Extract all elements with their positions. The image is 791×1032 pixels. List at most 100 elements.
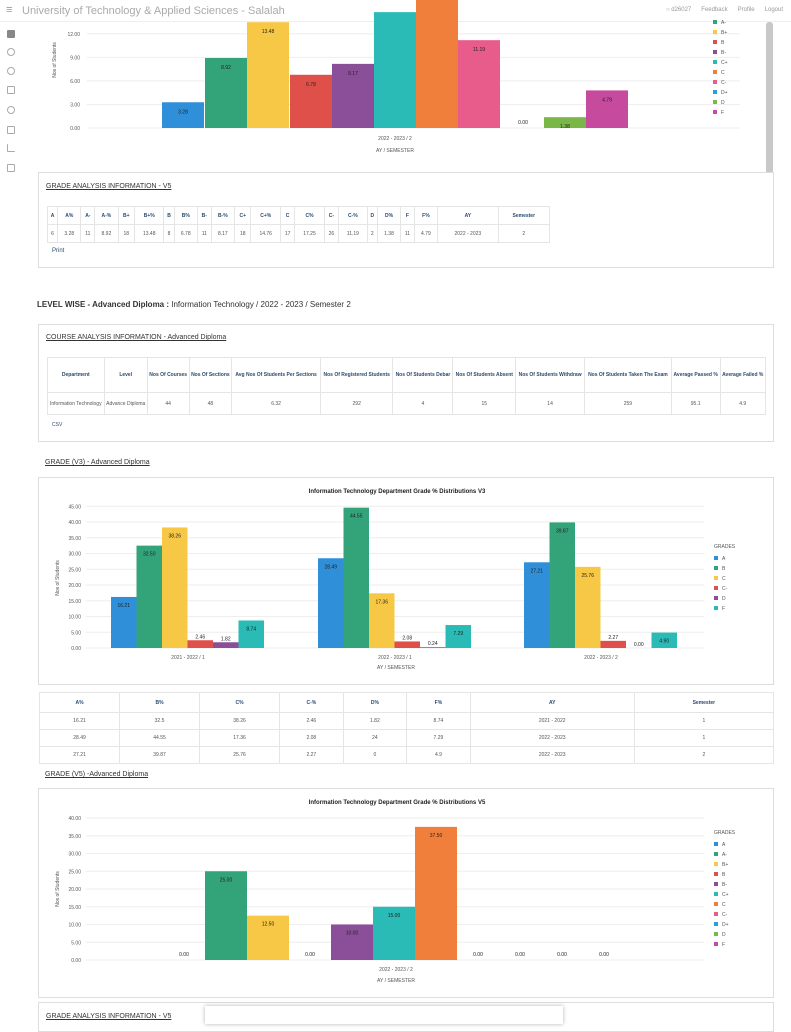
table-header-cell[interactable]: Nos Of Students Taken The Exam bbox=[584, 357, 672, 393]
table-cell: 2022 - 2023 bbox=[437, 224, 499, 243]
table-header-cell[interactable]: Department bbox=[47, 357, 105, 393]
table-header-cell[interactable]: Nos Of Students Withdraw bbox=[515, 357, 586, 393]
table-cell: 14.76 bbox=[250, 224, 281, 243]
grade-v3-link[interactable]: GRADE (V3) - Advanced Diploma bbox=[45, 459, 150, 466]
table-header-cell: B% bbox=[173, 206, 198, 225]
x-tick-label: 2022 - 2023 / 1 bbox=[378, 655, 412, 661]
table-header-cell[interactable]: D% bbox=[342, 692, 408, 713]
table-header-cell[interactable]: F% bbox=[406, 692, 471, 713]
table-cell: 17 bbox=[279, 224, 296, 243]
legend-label[interactable]: B- bbox=[722, 882, 727, 888]
bar bbox=[247, 915, 289, 960]
group-icon[interactable] bbox=[7, 106, 15, 114]
table-header-cell[interactable]: Average Failed % bbox=[719, 357, 766, 393]
bottom-grade-analysis-link[interactable]: GRADE ANALYSIS INFORMATION - V5 bbox=[46, 1013, 172, 1020]
legend-label[interactable]: F bbox=[722, 606, 725, 612]
y-tick-label: 30.00 bbox=[68, 852, 81, 858]
table-header-cell[interactable]: Average Passed % bbox=[670, 357, 721, 393]
table-header-cell[interactable]: Nos Of Students Debar bbox=[392, 357, 454, 393]
table-header-row: A A% A- A-% B+ B+% B B% B- B-% C+ C+% C C% C- C-% D D% F F%… bbox=[46, 206, 551, 225]
legend-label[interactable]: C bbox=[722, 902, 726, 908]
legend-label[interactable]: C- bbox=[722, 912, 728, 918]
data-label: 7.29 bbox=[453, 631, 463, 637]
user-add-icon[interactable] bbox=[7, 67, 15, 75]
legend-label[interactable]: A- bbox=[721, 20, 726, 26]
table-header-cell[interactable]: Nos Of Students Absent bbox=[452, 357, 517, 393]
table-header-cell[interactable]: Nos Of Courses bbox=[146, 357, 190, 393]
data-label: 38.26 bbox=[168, 533, 181, 539]
legend-label[interactable]: C+ bbox=[721, 60, 728, 66]
table-header-cell: D bbox=[366, 206, 378, 225]
profile-link[interactable]: Profile bbox=[737, 7, 755, 13]
legend-label[interactable]: C bbox=[721, 70, 725, 76]
legend-label[interactable]: C+ bbox=[722, 892, 729, 898]
clipboard-icon[interactable] bbox=[7, 86, 15, 94]
legend-label[interactable]: C- bbox=[722, 586, 728, 592]
data-label: 10.00 bbox=[346, 931, 359, 937]
data-label: 0.00 bbox=[305, 952, 315, 958]
table-cell: 4.9 bbox=[406, 746, 471, 764]
legend-label[interactable]: C bbox=[722, 576, 726, 582]
legend-swatch bbox=[713, 60, 717, 64]
scrollbar[interactable] bbox=[766, 22, 773, 174]
table-header-cell: B bbox=[163, 206, 175, 225]
menu-icon[interactable]: ≡ bbox=[6, 4, 13, 16]
table-cell: 0 bbox=[342, 746, 408, 764]
table-header-cell[interactable]: Semester bbox=[633, 692, 775, 713]
legend-label[interactable]: B+ bbox=[722, 862, 728, 868]
table-header-cell[interactable]: AY bbox=[469, 692, 635, 713]
table-cell: 27.21 bbox=[38, 746, 121, 764]
users-icon[interactable] bbox=[7, 48, 15, 56]
table-cell: 2.46 bbox=[279, 712, 344, 730]
legend-label[interactable]: D bbox=[722, 932, 726, 938]
legend-label[interactable]: B- bbox=[721, 50, 726, 56]
file-check-icon[interactable] bbox=[7, 126, 15, 134]
table-header-cell[interactable]: Nos Of Registered Students bbox=[319, 357, 394, 393]
legend-label[interactable]: C- bbox=[721, 80, 727, 86]
legend-swatch bbox=[713, 40, 717, 44]
grade-v5-link[interactable]: GRADE (V5) -Advanced Diploma bbox=[45, 771, 149, 778]
legend-label[interactable]: D+ bbox=[722, 922, 729, 928]
bar-chart-icon[interactable] bbox=[7, 144, 15, 152]
table-header-cell[interactable]: C-% bbox=[279, 692, 344, 713]
legend-label[interactable]: D+ bbox=[721, 90, 728, 96]
legend-label[interactable]: B bbox=[721, 40, 725, 46]
csv-link[interactable]: CSV bbox=[52, 422, 63, 428]
dashboard-icon[interactable] bbox=[7, 30, 15, 38]
logout-link[interactable]: Logout bbox=[764, 7, 783, 13]
feedback-link[interactable]: Feedback bbox=[701, 7, 728, 13]
legend-label[interactable]: F bbox=[721, 110, 724, 116]
table-header-cell[interactable]: Avg Nos Of Students Per Sections bbox=[231, 357, 321, 393]
table-header-cell: B-% bbox=[210, 206, 236, 225]
y-tick-label: 5.00 bbox=[71, 940, 81, 946]
y-tick-label: 40.00 bbox=[68, 520, 81, 526]
table-header-cell[interactable]: C% bbox=[199, 692, 281, 713]
legend-label[interactable]: A bbox=[722, 842, 726, 848]
legend-swatch bbox=[714, 922, 718, 926]
grade-analysis-link[interactable]: GRADE ANALYSIS INFORMATION - V5 bbox=[46, 183, 172, 190]
print-link[interactable]: Print bbox=[52, 248, 65, 254]
course-analysis-link[interactable]: COURSE ANALYSIS INFORMATION - Advanced D… bbox=[46, 334, 227, 341]
data-label: 6.78 bbox=[306, 82, 316, 88]
legend-label[interactable]: B bbox=[722, 566, 726, 572]
legend-label[interactable]: F bbox=[722, 942, 725, 948]
document-icon[interactable] bbox=[7, 164, 15, 172]
legend-swatch bbox=[714, 882, 718, 886]
table-header-cell[interactable]: Nos Of Sections bbox=[188, 357, 233, 393]
table-header-cell[interactable]: B% bbox=[119, 692, 201, 713]
legend-label[interactable]: D bbox=[722, 596, 726, 602]
legend-label[interactable]: A- bbox=[722, 852, 727, 858]
legend-label[interactable]: B bbox=[722, 872, 726, 878]
data-label: 8.17 bbox=[348, 71, 358, 77]
table-header-cell: A- bbox=[80, 206, 96, 225]
legend-swatch bbox=[714, 942, 718, 946]
legend-label[interactable]: D bbox=[721, 100, 725, 106]
table-header-cell[interactable]: A% bbox=[38, 692, 121, 713]
user-name[interactable]: ○ d26027 bbox=[666, 7, 691, 13]
legend-label[interactable]: B+ bbox=[721, 30, 727, 36]
table-header-cell[interactable]: Level bbox=[103, 357, 148, 393]
table-cell: 2021 - 2022 bbox=[469, 712, 635, 730]
legend-label[interactable]: A bbox=[722, 556, 726, 562]
legend-swatch bbox=[714, 872, 718, 876]
table-cell: 2.27 bbox=[279, 746, 344, 764]
